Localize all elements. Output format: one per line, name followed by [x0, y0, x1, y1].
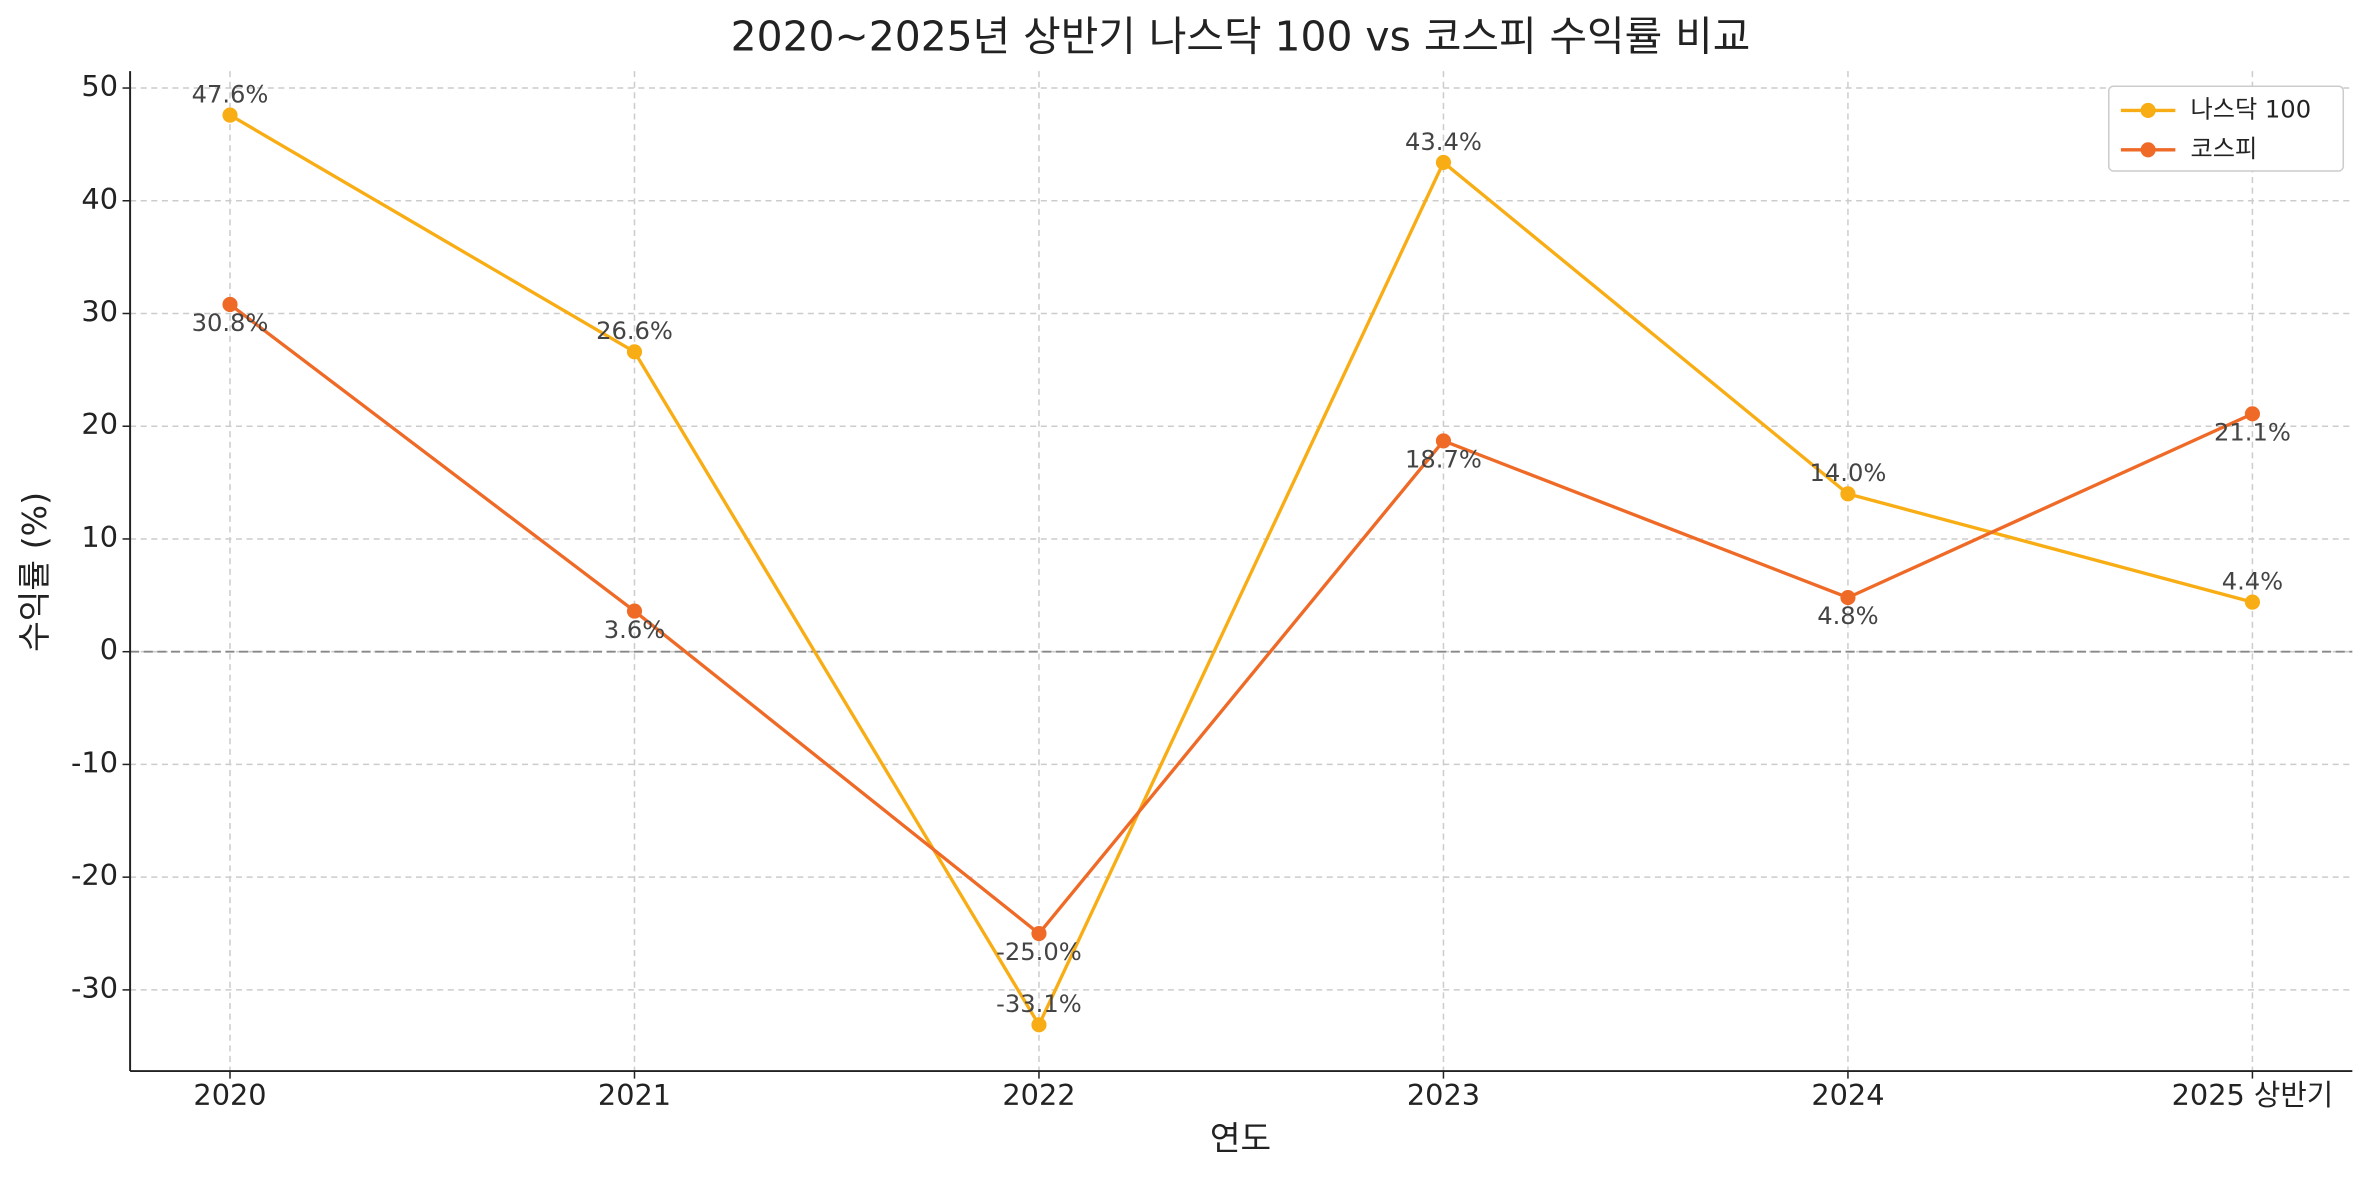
- x-axis-label: 연도: [1210, 1119, 1271, 1158]
- point: [1840, 486, 1856, 502]
- x-tick-label: 2021: [598, 1078, 671, 1112]
- y-tick-label: 0: [100, 633, 118, 667]
- value-label: 43.4%: [1405, 128, 1482, 156]
- x-tick-label: 2020: [193, 1078, 266, 1112]
- value-label: 4.4%: [2222, 567, 2283, 595]
- point: [222, 107, 238, 123]
- point: [1840, 590, 1856, 606]
- value-label: 18.7%: [1405, 446, 1482, 474]
- y-tick-label: -20: [71, 858, 118, 892]
- point: [626, 603, 643, 619]
- value-label: 3.6%: [604, 616, 665, 644]
- point: [2244, 406, 2260, 422]
- point: [1435, 433, 1452, 449]
- value-label: 30.8%: [192, 309, 269, 337]
- value-label: 26.6%: [596, 317, 673, 345]
- y-tick-label: -10: [71, 745, 118, 779]
- point: [626, 344, 643, 360]
- point: [1031, 1017, 1047, 1033]
- y-tick-label: 40: [81, 182, 118, 216]
- line: [229, 303, 2254, 936]
- y-tick-label: 10: [81, 520, 118, 554]
- value-label: -25.0%: [996, 938, 1082, 966]
- x-tick-label: 2025 상반기: [2172, 1078, 2334, 1112]
- chart-title: 2020~2025년 상반기 나스닥 100 vs 코스피 수익률 비교: [731, 12, 1751, 60]
- value-label: 4.8%: [1817, 602, 1878, 630]
- legend-marker: [2140, 142, 2156, 158]
- point: [1031, 925, 1047, 942]
- x-tick-label: 2023: [1407, 1078, 1480, 1112]
- y-tick-label: 30: [81, 294, 118, 328]
- legend-label: 나스닥 100: [2190, 95, 2311, 123]
- x-tick-label: 2022: [1002, 1078, 1075, 1112]
- point: [222, 296, 238, 313]
- value-label: 21.1%: [2214, 418, 2291, 446]
- x-tick-label: 2024: [1811, 1078, 1884, 1112]
- legend-marker: [2140, 102, 2156, 119]
- y-axis-label: 수익률 (%): [15, 492, 54, 652]
- legend-label: 코스피: [2190, 135, 2257, 163]
- y-tick-label: 20: [81, 407, 118, 441]
- value-label: 14.0%: [1810, 459, 1887, 487]
- line: [229, 113, 2253, 1029]
- point: [1435, 154, 1452, 171]
- y-tick-label: -30: [71, 971, 118, 1005]
- value-label: -33.1%: [996, 990, 1082, 1018]
- value-label: 47.6%: [192, 80, 269, 108]
- y-tick-label: 50: [81, 69, 118, 103]
- point: [2244, 594, 2260, 610]
